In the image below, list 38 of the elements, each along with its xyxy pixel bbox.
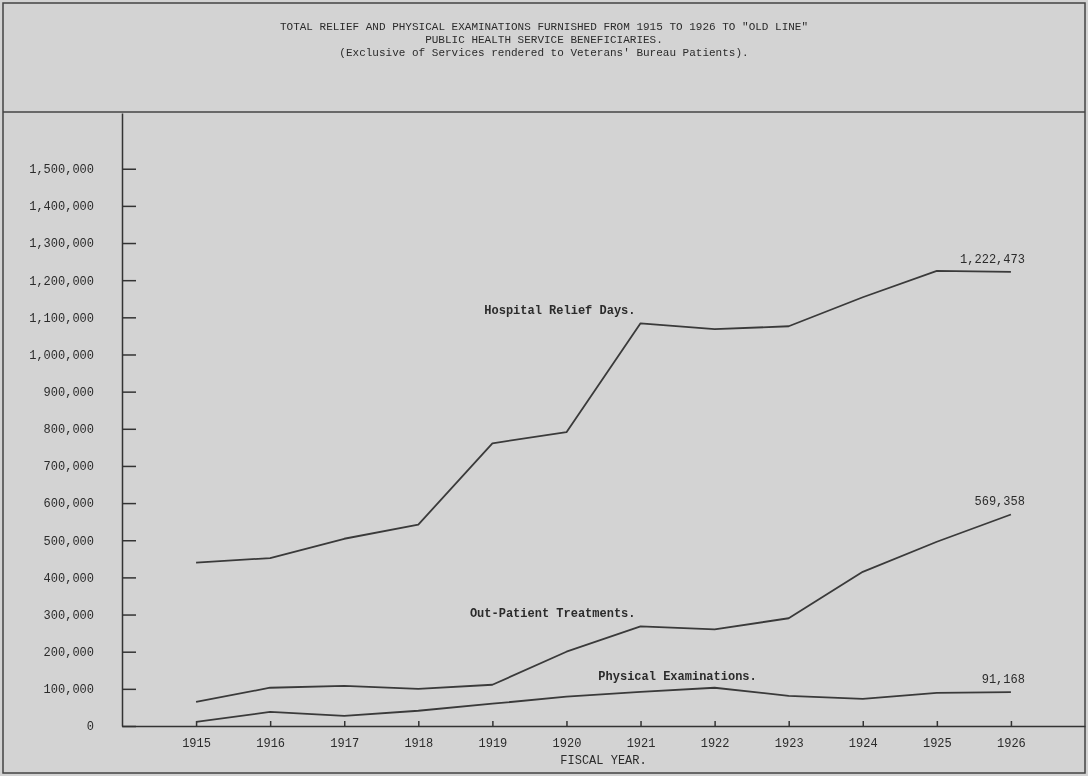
x-tick-label: 1915 <box>182 736 211 751</box>
x-tick-label: 1918 <box>404 736 434 751</box>
y-tick-label: 900,000 <box>43 385 94 400</box>
y-tick-label: 300,000 <box>43 608 94 623</box>
x-tick-label: 1916 <box>256 736 286 751</box>
x-axis-title: FISCAL YEAR. <box>560 754 647 768</box>
y-tick-label: 800,000 <box>43 423 94 438</box>
y-tick-label: 600,000 <box>43 497 94 512</box>
x-tick-label: 1925 <box>922 736 952 751</box>
series-label: Physical Examinations. <box>598 669 757 684</box>
x-tick-label: 1919 <box>478 736 508 751</box>
x-tick-label: 1924 <box>848 736 878 751</box>
data-label: 91,168 <box>981 673 1025 688</box>
y-tick-label: 1,400,000 <box>29 200 94 215</box>
data-label: 1,222,473 <box>960 252 1025 267</box>
chart-title: TOTAL RELIEF AND PHYSICAL EXAMINATIONS FURNISHED FROM 1915 TO 1926 TO "OLD LINE" PUBLIC HEALTH SERVICE BENEFICIARIES. <box>279 21 809 46</box>
series-label: Out-Patient Treatments. <box>469 607 636 622</box>
y-tick-label: 100,000 <box>43 683 94 698</box>
x-tick-label: 1920 <box>552 736 582 751</box>
y-tick-label: 1,100,000 <box>29 311 94 326</box>
x-tick-label: 1921 <box>626 736 656 751</box>
x-tick-label: 1926 <box>997 736 1026 751</box>
y-tick-label: 0 <box>86 720 94 735</box>
y-tick-label: 500,000 <box>43 534 94 549</box>
x-tick-label: 1922 <box>700 736 730 751</box>
y-tick-label: 1,000,000 <box>29 348 94 363</box>
x-tick-label: 1923 <box>774 736 804 751</box>
series-label: Hospital Relief Days. <box>484 304 636 319</box>
x-tick-label: 1917 <box>330 736 360 751</box>
y-tick-label: 1,300,000 <box>29 237 94 252</box>
y-tick-label: 1,500,000 <box>29 163 94 178</box>
chart-subtitle: (Exclusive of Services rendered to Veterans' Bureau Patients). <box>339 47 749 59</box>
y-tick-label: 1,200,000 <box>29 274 94 289</box>
line-series <box>195 686 1012 723</box>
data-label: 569,358 <box>974 495 1025 510</box>
y-tick-label: 400,000 <box>43 571 94 586</box>
y-tick-label: 700,000 <box>43 460 94 475</box>
y-tick-label: 200,000 <box>43 646 94 661</box>
